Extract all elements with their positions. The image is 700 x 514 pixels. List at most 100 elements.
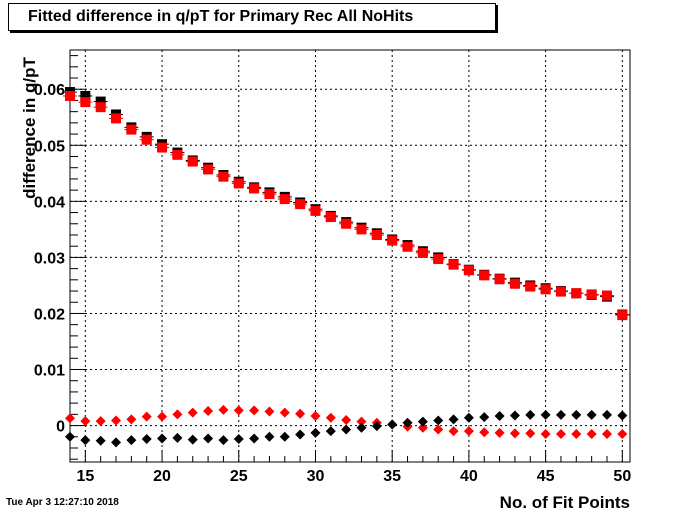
x-tick-label: 35 (383, 468, 401, 485)
plot-frame (69, 49, 631, 463)
square-marker-s1 (571, 288, 582, 299)
diamond-marker-s3 (111, 437, 122, 448)
diamond-marker-s2 (80, 416, 91, 427)
diamond-marker-s2 (525, 428, 536, 439)
square-marker-s1 (249, 183, 260, 194)
square-marker-s1 (203, 164, 214, 175)
diamond-marker-s3 (356, 422, 367, 433)
timestamp: Tue Apr 3 12:27:10 2018 (6, 497, 119, 508)
diamond-marker-s2 (295, 408, 306, 419)
diamond-marker-s2 (479, 427, 490, 438)
x-tick-label: 25 (230, 468, 248, 485)
diamond-marker-s2 (187, 407, 198, 418)
diamond-marker-s3 (203, 433, 214, 444)
diamond-marker-s3 (555, 409, 566, 420)
square-marker-s1 (157, 142, 168, 153)
diamond-marker-s2 (279, 407, 290, 418)
diamond-marker-s3 (172, 432, 183, 443)
y-axis-label: difference in q/pT (20, 57, 39, 199)
diamond-marker-s2 (509, 428, 520, 439)
diamond-marker-s2 (494, 427, 505, 438)
diamond-marker-s3 (310, 427, 321, 438)
square-marker-s1 (233, 178, 244, 189)
square-marker-s1 (540, 284, 551, 295)
diamond-marker-s3 (157, 433, 168, 444)
diamond-marker-s3 (463, 412, 474, 423)
diamond-marker-s2 (157, 411, 168, 422)
square-marker-s1 (509, 278, 520, 289)
square-marker-s1 (463, 265, 474, 276)
diamond-marker-s3 (433, 415, 444, 426)
diamond-marker-s3 (402, 417, 413, 428)
x-tick-label: 15 (76, 468, 94, 485)
diamond-marker-s3 (540, 409, 551, 420)
diamond-marker-s3 (571, 409, 582, 420)
diamond-marker-s3 (95, 435, 106, 446)
square-marker-s1 (371, 229, 382, 240)
diamond-marker-s2 (540, 428, 551, 439)
diamond-marker-s3 (479, 412, 490, 423)
y-tick-label: 0.06 (34, 82, 65, 99)
square-marker-s1 (65, 90, 75, 101)
diamond-marker-s2 (233, 405, 244, 416)
diamond-marker-s2 (203, 405, 214, 416)
diamond-marker-s2 (463, 426, 474, 437)
square-marker-s1 (402, 241, 413, 252)
y-tick-label: 0.04 (34, 194, 65, 211)
square-marker-s1 (325, 212, 336, 223)
square-marker-s1 (555, 286, 566, 297)
square-marker-s1 (80, 97, 91, 108)
diamond-marker-s3 (233, 434, 244, 445)
diamond-marker-s2 (448, 426, 459, 437)
square-marker-s1 (95, 102, 106, 113)
diamond-marker-s2 (356, 416, 367, 427)
x-axis-label: No. of Fit Points (499, 493, 630, 512)
x-tick-label: 45 (537, 468, 555, 485)
x-tick-label: 30 (307, 468, 325, 485)
diamond-marker-s3 (509, 410, 520, 421)
diamond-marker-s2 (433, 424, 444, 435)
y-tick-label: 0.01 (34, 363, 65, 380)
square-marker-s1 (264, 189, 275, 200)
x-tick-label: 50 (613, 468, 631, 485)
diamond-marker-s2 (126, 414, 137, 425)
square-marker-s0 (95, 96, 106, 107)
x-tick-label: 20 (153, 468, 171, 485)
diamond-marker-s2 (617, 428, 628, 439)
diamond-marker-s2 (111, 415, 122, 426)
diamond-marker-s3 (187, 434, 198, 445)
diamond-marker-s2 (218, 404, 229, 415)
diamond-marker-s3 (387, 419, 398, 430)
square-marker-s1 (218, 171, 229, 182)
square-marker-s1 (525, 281, 536, 292)
diamond-marker-s2 (325, 412, 336, 423)
chart-title: Fitted difference in q/pT for Primary Re… (28, 8, 414, 25)
diamond-marker-s2 (417, 422, 428, 433)
square-marker-s1 (356, 224, 367, 235)
diamond-marker-s2 (586, 428, 597, 439)
diamond-marker-s3 (126, 435, 137, 446)
square-marker-s1 (586, 289, 597, 300)
diamond-marker-s2 (571, 428, 582, 439)
y-tick-label: 0 (56, 419, 65, 436)
diamond-marker-s3 (218, 435, 229, 446)
square-marker-s1 (187, 156, 198, 167)
diamond-marker-s3 (295, 429, 306, 440)
diamond-marker-s2 (310, 411, 321, 422)
square-marker-s1 (172, 149, 183, 160)
square-marker-s1 (417, 247, 428, 258)
diamond-marker-s3 (448, 414, 459, 425)
y-tick-label: 0.05 (34, 138, 65, 155)
square-marker-s1 (341, 218, 352, 229)
square-marker-s1 (601, 290, 612, 301)
square-marker-s1 (126, 124, 137, 135)
diamond-marker-s3 (249, 433, 260, 444)
title-box: Fitted difference in q/pT for Primary Re… (8, 3, 496, 31)
diamond-marker-s2 (141, 411, 152, 422)
diamond-marker-s3 (264, 431, 275, 442)
diamond-marker-s2 (601, 428, 612, 439)
diamond-marker-s2 (65, 413, 75, 424)
square-marker-s1 (433, 254, 444, 265)
diamond-marker-s2 (172, 409, 183, 420)
